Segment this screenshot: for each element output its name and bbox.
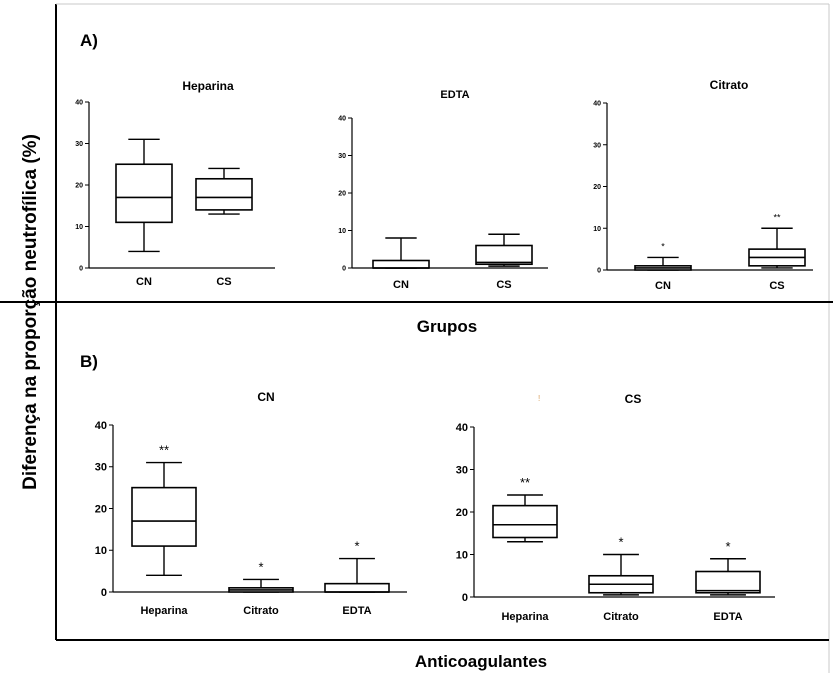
box-chart-5: CS 0 10 20 30 40 ** Heparina * Citrato * EDTA (456, 392, 775, 623)
significance-mark: * (661, 241, 665, 251)
y-tick-label: 40 (338, 116, 346, 123)
category-label: CN (393, 279, 409, 291)
iqr-box (695, 570, 761, 594)
chart-title: Heparina (182, 79, 234, 93)
iqr-box (195, 177, 253, 211)
iqr-box (492, 504, 558, 539)
y-tick-label: 10 (338, 228, 346, 235)
y-tick-label: 30 (593, 142, 601, 149)
category-label: Citrato (603, 611, 639, 623)
iqr-box (324, 582, 390, 593)
y-tick-label: 0 (462, 592, 468, 604)
figure-ylabel: Diferença na proporção neutrofílica (%) (20, 134, 41, 490)
iqr-box (475, 244, 533, 266)
significance-mark: ** (159, 443, 169, 458)
panel-b-label: B) (80, 352, 98, 371)
box-chart-4: CN 0 10 20 30 40 ** Heparina * Citrato * EDTA (95, 390, 407, 617)
y-tick-label: 10 (95, 545, 107, 557)
y-tick-label: 0 (79, 266, 83, 273)
category-label: EDTA (713, 611, 742, 623)
y-tick-label: 10 (593, 226, 601, 233)
significance-mark: * (258, 559, 263, 574)
y-tick-label: 20 (75, 183, 83, 190)
iqr-box (131, 486, 197, 547)
y-tick-label: 30 (456, 464, 468, 476)
box-cs: ** (748, 212, 806, 269)
y-tick-label: 20 (338, 191, 346, 198)
y-tick-label: 20 (593, 184, 601, 191)
box-edta: * (695, 539, 761, 596)
category-label: EDTA (342, 605, 371, 617)
category-label: CN (136, 276, 152, 288)
y-tick-label: 40 (95, 420, 107, 432)
significance-mark: * (725, 539, 730, 554)
box-heparina: ** (492, 475, 558, 543)
box-heparina: ** (131, 443, 197, 576)
box-chart-2: EDTA 0 10 20 30 40 CN CS (338, 89, 548, 291)
box-cn (115, 138, 173, 253)
y-tick-label: 10 (456, 549, 468, 561)
panel-a-xlabel: Grupos (417, 317, 477, 336)
y-tick-label: 0 (597, 268, 601, 275)
box-citrato: * (588, 535, 654, 596)
y-tick-label: 40 (593, 101, 601, 108)
panel-a-label: A) (80, 31, 98, 50)
y-tick-label: 30 (95, 462, 107, 474)
y-tick-label: 30 (338, 153, 346, 160)
box-edta: * (324, 539, 390, 593)
significance-mark: ** (773, 212, 781, 222)
stray-mark: ! (538, 394, 540, 403)
y-tick-label: 40 (456, 422, 468, 434)
category-label: CS (496, 279, 511, 291)
significance-mark: ** (520, 475, 530, 490)
iqr-box (372, 259, 430, 269)
iqr-box (115, 163, 173, 224)
y-tick-label: 20 (456, 507, 468, 519)
box-citrato: * (228, 559, 294, 593)
y-tick-label: 20 (95, 503, 107, 515)
significance-mark: * (618, 535, 623, 550)
box-cn (372, 237, 430, 269)
chart-title: EDTA (440, 89, 469, 101)
y-tick-label: 10 (75, 224, 83, 231)
y-tick-label: 0 (342, 266, 346, 273)
category-label: CS (216, 276, 231, 288)
category-label: Heparina (140, 605, 188, 617)
panel-b-xlabel: Anticoagulantes (415, 652, 547, 671)
category-label: CN (655, 280, 671, 292)
box-cn: * (634, 241, 692, 271)
chart-title: CS (625, 392, 642, 406)
y-tick-label: 0 (101, 587, 107, 599)
significance-mark: * (354, 539, 359, 554)
category-label: Citrato (243, 605, 279, 617)
y-tick-label: 30 (75, 141, 83, 148)
chart-title: Citrato (710, 78, 749, 92)
y-tick-label: 40 (75, 100, 83, 107)
box-chart-1: Heparina 0 10 20 30 40 CN CS (75, 79, 275, 288)
box-chart-3: Citrato 0 10 20 30 40 * CN ** CS (593, 78, 813, 292)
box-cs (475, 233, 533, 267)
chart-title: CN (257, 390, 274, 404)
category-label: Heparina (501, 611, 549, 623)
box-cs (195, 167, 253, 215)
category-label: CS (769, 280, 784, 292)
